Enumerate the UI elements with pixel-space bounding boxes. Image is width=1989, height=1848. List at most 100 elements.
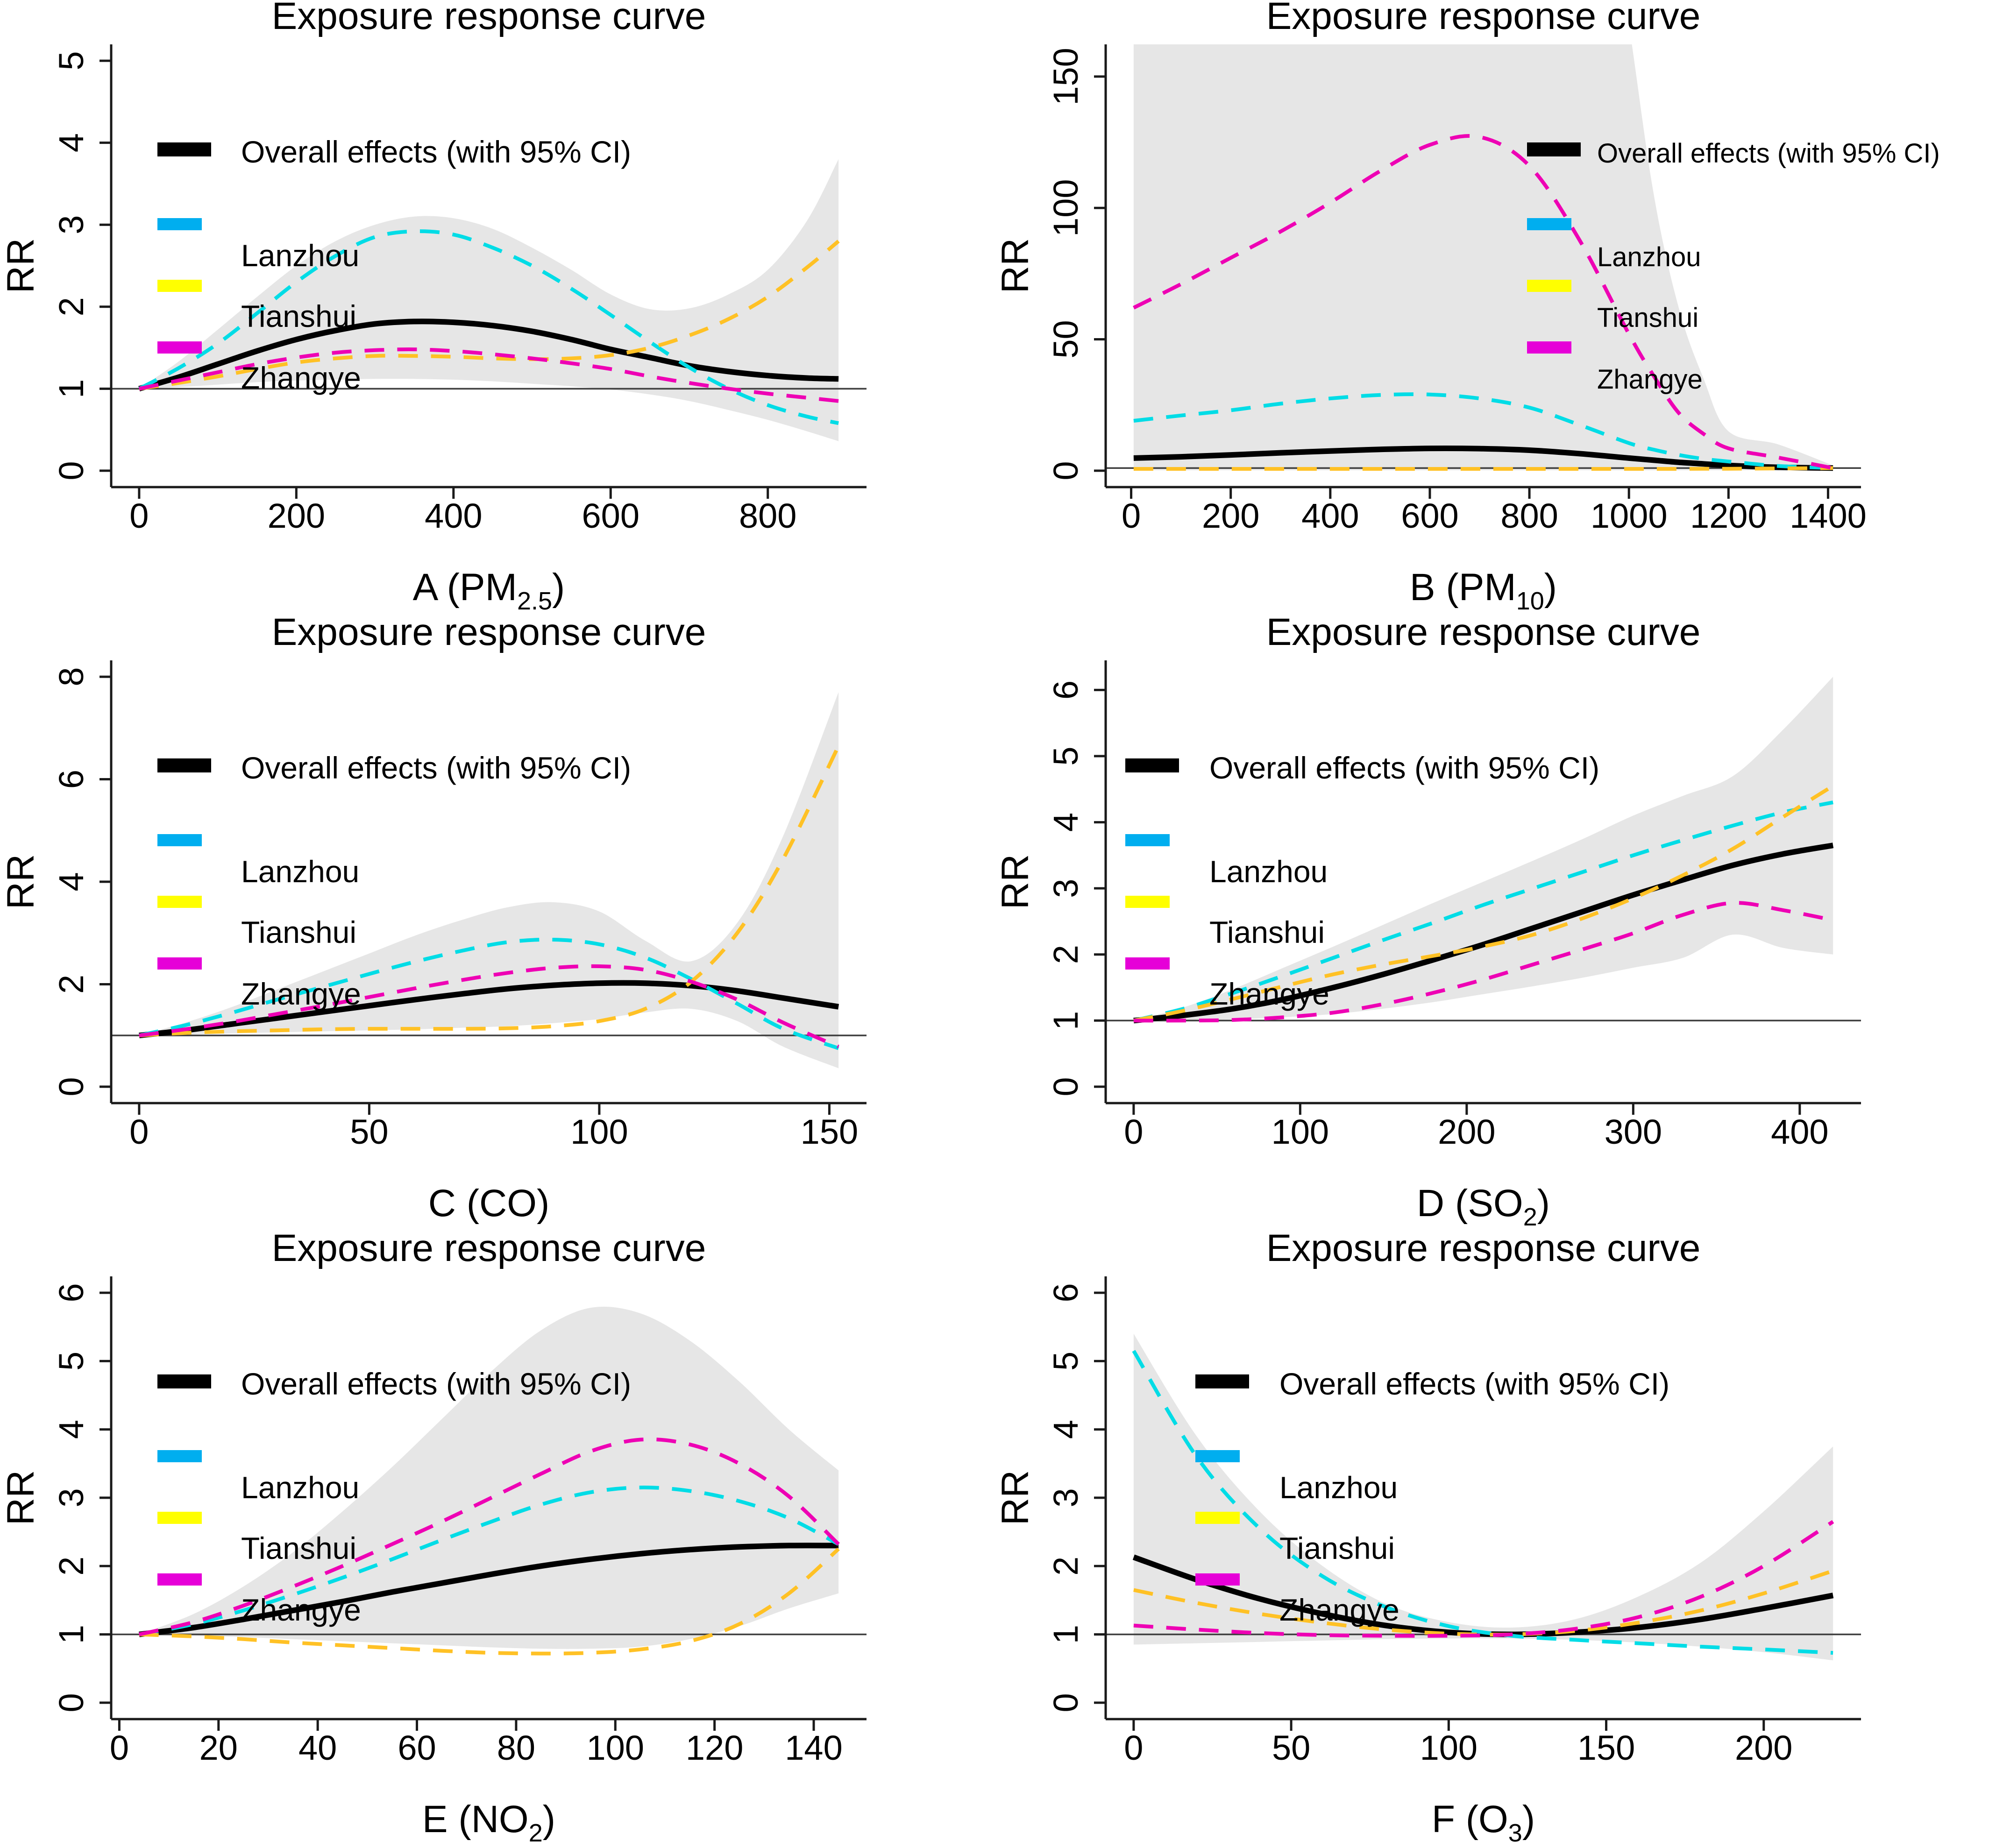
y-tick-label: 6 xyxy=(1046,680,1085,700)
series-tianshui-line xyxy=(139,240,840,391)
y-tick-label: 8 xyxy=(52,667,91,687)
plot-area-A xyxy=(111,159,867,441)
x-tick-label: 800 xyxy=(739,496,796,535)
y-tick-label: 1 xyxy=(52,379,91,398)
series-tianshui-line xyxy=(139,745,840,1038)
plot-area-F xyxy=(1106,1333,1861,1661)
legend-label-lanzhou: Lanzhou xyxy=(1209,854,1328,889)
series-overall-line xyxy=(139,980,839,1039)
x-tick-label: 50 xyxy=(1272,1728,1310,1767)
ci-band xyxy=(1133,677,1833,1021)
x-tick-label: 0 xyxy=(1124,1112,1143,1151)
legend-label-zhangye: Zhangye xyxy=(241,361,361,395)
series-tianshui-line xyxy=(139,1547,840,1656)
y-tick-label: 1 xyxy=(1046,1011,1085,1030)
legend-label-tianshui: Tianshui xyxy=(241,1531,356,1565)
x-tick-label: 200 xyxy=(1438,1112,1495,1151)
y-axis-label: RR xyxy=(0,238,42,293)
panel-c-co: 0 50 100 150 0 2 4 6 8 Exposure response curve C (… xyxy=(0,616,994,1232)
series-lanzhou-line xyxy=(1133,800,1833,1023)
x-axis-label: C (CO) xyxy=(428,1182,550,1225)
y-tick-label: 2 xyxy=(1046,1557,1085,1576)
x-tick-label: 800 xyxy=(1500,496,1558,535)
tick-labels: 0 50 100 150 200 0 1 2 3 4 5 6 xyxy=(1046,1283,1792,1767)
tick-labels: 0 50 100 150 0 2 4 6 8 xyxy=(52,667,858,1151)
x-axis-label: D (SO2) xyxy=(1417,1182,1550,1231)
plot-area-D xyxy=(1106,677,1861,1024)
series-overall-line xyxy=(1133,445,1833,471)
plot-title: Exposure response curve xyxy=(272,0,706,37)
chart-c-co: 0 50 100 150 0 2 4 6 8 Exposure response curve C (… xyxy=(0,616,867,1225)
plot-area-E xyxy=(111,1306,867,1656)
x-tick-label: 0 xyxy=(1124,1728,1143,1767)
plot-area-C xyxy=(111,692,867,1069)
y-axis-label: RR xyxy=(0,854,42,909)
tick-labels: 0 200 400 600 800 1000 1200 1400 0 50 100 150 xyxy=(1046,48,1867,535)
panel-b-pm10: 0 200 400 600 800 1000 1200 1400 0 50 100 150 Exposu… xyxy=(994,0,1989,616)
y-tick-label: 0 xyxy=(1046,1077,1085,1096)
legend: Overall effects (with 95% CI) Lanzhou Tian… xyxy=(157,1367,631,1627)
chart-d-so2: 0 100 200 300 400 0 1 2 3 4 5 6 Exposure response cu… xyxy=(994,616,1861,1231)
plot-title: Exposure response curve xyxy=(1266,616,1701,653)
y-tick-label: 3 xyxy=(1046,879,1085,898)
series-zhangye-line xyxy=(139,347,839,403)
legend-label-lanzhou: Lanzhou xyxy=(241,1470,359,1505)
axes xyxy=(1094,44,1861,499)
x-axis-label: F (O3) xyxy=(1432,1798,1535,1847)
chart-e-no2: 0 20 40 60 80 100 120 140 0 1 2 3 4 5 6 Exposure respon… xyxy=(0,1232,867,1847)
legend-label-overall: Overall effects (with 95% CI) xyxy=(1597,138,1940,169)
legend-label-tianshui: Tianshui xyxy=(1209,915,1325,949)
legend-label-lanzhou: Lanzhou xyxy=(1279,1470,1398,1505)
x-tick-label: 600 xyxy=(582,496,639,535)
y-tick-label: 5 xyxy=(52,1352,91,1371)
legend-label-zhangye: Zhangye xyxy=(241,1593,361,1627)
legend-label-tianshui: Tianshui xyxy=(1279,1531,1395,1565)
legend-label-overall: Overall effects (with 95% CI) xyxy=(241,1367,631,1401)
y-tick-label: 3 xyxy=(52,1488,91,1507)
x-axis-label: B (PM10) xyxy=(1410,566,1557,615)
tick-labels: 0 20 40 60 80 100 120 140 0 1 2 3 4 5 6 xyxy=(52,1283,843,1767)
tick-labels: 0 200 400 600 800 0 1 2 3 4 5 xyxy=(52,51,796,535)
y-tick-label: 4 xyxy=(52,133,91,152)
x-tick-label: 80 xyxy=(497,1728,535,1767)
x-tick-label: 140 xyxy=(785,1728,842,1767)
x-tick-label: 50 xyxy=(350,1112,388,1151)
x-axis-label: E (NO2) xyxy=(422,1798,555,1847)
series-zhangye-line xyxy=(139,964,839,1048)
plot-title: Exposure response curve xyxy=(1266,1232,1701,1269)
x-tick-label: 1000 xyxy=(1591,496,1668,535)
legend: Overall effects (with 95% CI) Lanzhou Tian… xyxy=(157,751,631,1011)
y-tick-label: 4 xyxy=(1046,813,1085,832)
x-tick-label: 0 xyxy=(129,1112,149,1151)
x-tick-label: 400 xyxy=(1301,496,1359,535)
x-tick-label: 600 xyxy=(1401,496,1458,535)
x-tick-label: 200 xyxy=(1735,1728,1792,1767)
y-axis-label: RR xyxy=(994,854,1037,909)
y-tick-label: 5 xyxy=(52,51,91,71)
y-axis-label: RR xyxy=(994,238,1037,293)
legend-label-tianshui: Tianshui xyxy=(1597,303,1698,333)
legend-label-zhangye: Zhangye xyxy=(1279,1593,1399,1627)
y-tick-label: 2 xyxy=(52,1557,91,1576)
y-tick-label: 2 xyxy=(52,975,91,994)
x-tick-label: 300 xyxy=(1605,1112,1662,1151)
y-tick-label: 5 xyxy=(1046,1352,1085,1371)
legend: Overall effects (with 95% CI) Lanzhou Tian… xyxy=(157,135,631,395)
series-zhangye-line xyxy=(1133,1520,1834,1638)
y-tick-label: 100 xyxy=(1046,179,1085,236)
plot-area-B xyxy=(1106,44,1861,471)
x-tick-label: 200 xyxy=(268,496,325,535)
y-tick-label: 0 xyxy=(52,1077,91,1096)
y-axis-label: RR xyxy=(0,1470,42,1525)
panel-d-so2: 0 100 200 300 400 0 1 2 3 4 5 6 Exposure response cu… xyxy=(994,616,1989,1232)
x-tick-label: 20 xyxy=(199,1728,238,1767)
series-zhangye-line xyxy=(1133,901,1833,1023)
legend-label-overall: Overall effects (with 95% CI) xyxy=(241,135,631,169)
series-lanzhou-line xyxy=(138,229,839,425)
x-tick-label: 400 xyxy=(1771,1112,1828,1151)
y-tick-label: 150 xyxy=(1046,48,1085,105)
panel-f-o3: 0 50 100 150 200 0 1 2 3 4 5 6 Exposure response cur… xyxy=(994,1232,1989,1848)
x-tick-label: 1200 xyxy=(1690,496,1767,535)
series-lanzhou-line xyxy=(1133,392,1833,470)
